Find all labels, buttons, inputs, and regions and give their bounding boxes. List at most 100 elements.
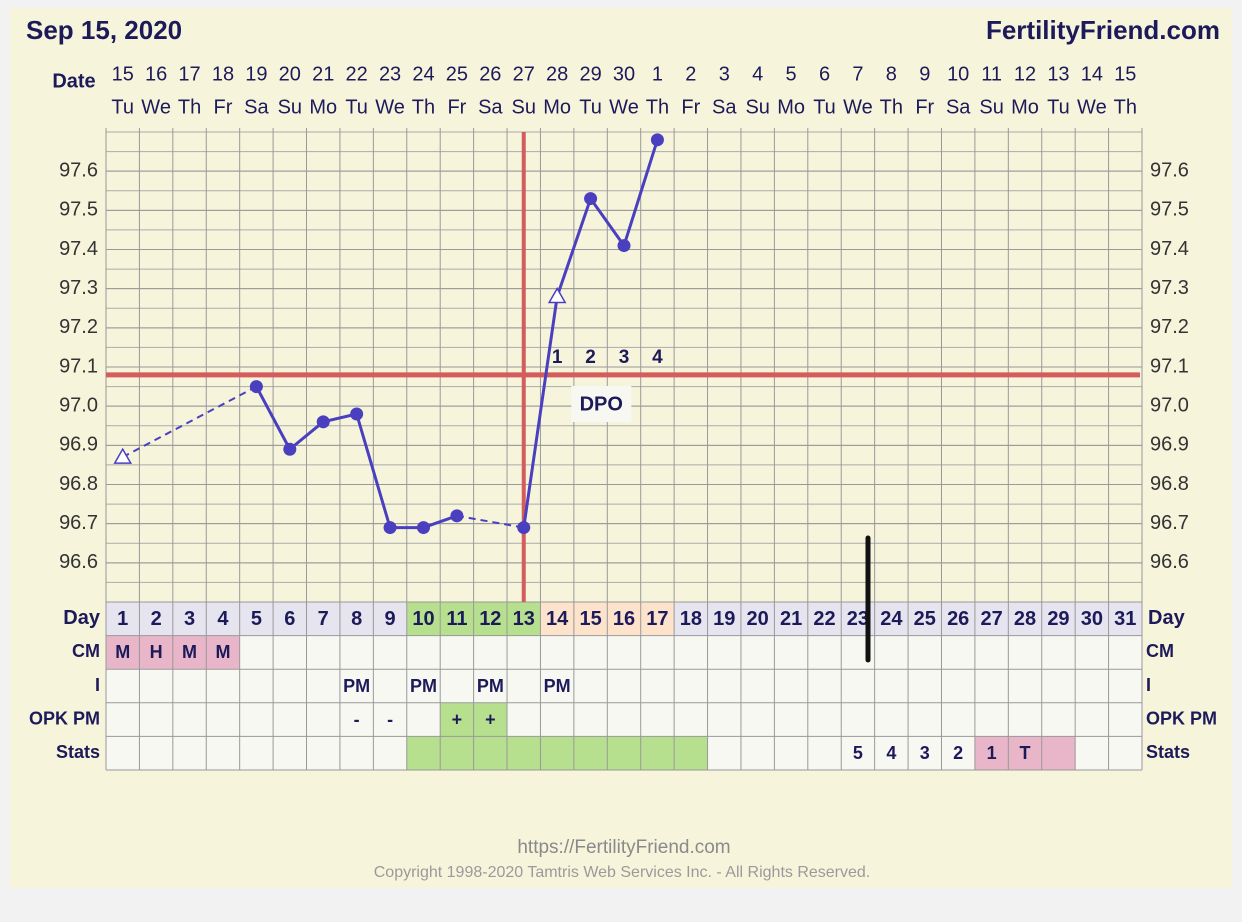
table-cell <box>941 635 975 670</box>
cell-text: M <box>115 642 130 662</box>
table-cell <box>774 702 808 737</box>
dpo-number: 3 <box>619 347 630 368</box>
x-tick-label: 25 <box>914 608 936 630</box>
cell-text: T <box>1020 743 1031 763</box>
table-cell <box>740 635 775 670</box>
table-cell <box>1108 635 1142 670</box>
date-number: 13 <box>1047 63 1069 85</box>
day-cell <box>941 602 975 636</box>
table-cell <box>640 669 675 703</box>
table-cell <box>841 702 875 737</box>
x-tick-label: 26 <box>947 608 969 630</box>
table-cell <box>1075 635 1109 670</box>
table-cell <box>540 702 574 737</box>
y2-tick-label: 97.6 <box>1150 159 1189 181</box>
day-cell <box>1108 602 1142 636</box>
table-cell <box>573 635 608 670</box>
day-cell <box>874 602 909 636</box>
table-cell <box>774 669 808 703</box>
day-cell <box>473 602 508 636</box>
y2-tick-label: 97.5 <box>1150 199 1189 221</box>
row-label-right: OPK PM <box>1146 708 1217 728</box>
weekday: We <box>843 96 873 118</box>
table-cell <box>540 736 574 770</box>
table-cell <box>440 736 474 770</box>
x-tick-label: 20 <box>747 608 769 630</box>
x-tick-label: 21 <box>780 608 802 630</box>
table-cell <box>306 736 340 770</box>
table-cell <box>874 669 909 703</box>
row-label-right: Day <box>1148 607 1186 629</box>
table-cell <box>1108 702 1142 737</box>
table-cell <box>172 702 207 737</box>
y-tick-label: 97.1 <box>59 355 98 377</box>
row-label-right: I <box>1146 675 1151 695</box>
day-cell <box>507 602 541 636</box>
day-cell <box>106 602 140 636</box>
weekday: Fr <box>214 96 233 118</box>
table-cell <box>406 702 441 737</box>
day-cell <box>640 602 675 636</box>
table-cell <box>1075 736 1109 770</box>
temperature-point <box>650 133 664 147</box>
x-tick-label: 28 <box>1014 608 1036 630</box>
table-cell <box>674 635 708 670</box>
date-number: 1 <box>652 63 663 85</box>
date-number: 24 <box>412 63 434 85</box>
weekday: We <box>1077 96 1107 118</box>
cell-text: 4 <box>886 743 896 763</box>
table-cell <box>373 702 407 737</box>
date-number: 7 <box>852 63 863 85</box>
table-cell <box>908 702 942 737</box>
x-tick-label: 18 <box>680 608 702 630</box>
footer-url: https://FertilityFriend.com <box>517 837 730 858</box>
cell-text: 3 <box>920 743 930 763</box>
weekday: Mo <box>543 96 571 118</box>
y2-tick-label: 97.0 <box>1150 394 1189 416</box>
weekday: Mo <box>777 96 805 118</box>
day-cell <box>540 602 574 636</box>
table-cell <box>1108 736 1142 770</box>
x-tick-label: 10 <box>412 608 434 630</box>
weekday: Su <box>745 96 769 118</box>
y2-tick-label: 97.4 <box>1150 238 1189 260</box>
weekday: Mo <box>309 96 337 118</box>
table-cell <box>540 669 574 703</box>
weekday: Tu <box>813 96 836 118</box>
row-label: CM <box>72 641 100 661</box>
weekday: Tu <box>345 96 368 118</box>
table-cell <box>440 669 474 703</box>
temperature-segment <box>622 139 659 247</box>
y2-tick-label: 97.2 <box>1150 316 1189 338</box>
cell-text: + <box>485 709 496 729</box>
y2-tick-label: 96.7 <box>1150 512 1189 534</box>
date-number: 3 <box>719 63 730 85</box>
table-cell <box>540 635 574 670</box>
weekday: Fr <box>915 96 934 118</box>
day-cell <box>1008 602 1042 636</box>
table-cell <box>239 635 274 670</box>
table-cell <box>573 669 608 703</box>
cell-text: 2 <box>953 743 963 763</box>
x-tick-label: 27 <box>980 608 1002 630</box>
day-cell <box>172 602 207 636</box>
temperature-point <box>617 239 631 253</box>
weekday: Sa <box>478 96 503 118</box>
table-cell <box>1008 702 1042 737</box>
date-number: 12 <box>1014 63 1036 85</box>
table-cell <box>339 669 374 703</box>
date-number: 27 <box>513 63 535 85</box>
temperature-point <box>283 442 297 456</box>
y-tick-label: 97.3 <box>59 277 98 299</box>
day-cell <box>306 602 340 636</box>
weekday: Th <box>646 96 669 118</box>
temperature-segment <box>255 385 292 450</box>
x-tick-label: 1 <box>117 608 128 630</box>
table-cell <box>239 736 274 770</box>
dpo-box <box>571 386 632 422</box>
table-cell <box>640 702 675 737</box>
date-number: 15 <box>1114 63 1136 85</box>
table-cell <box>507 702 541 737</box>
table-cell <box>106 669 140 703</box>
weekday: Tu <box>579 96 602 118</box>
